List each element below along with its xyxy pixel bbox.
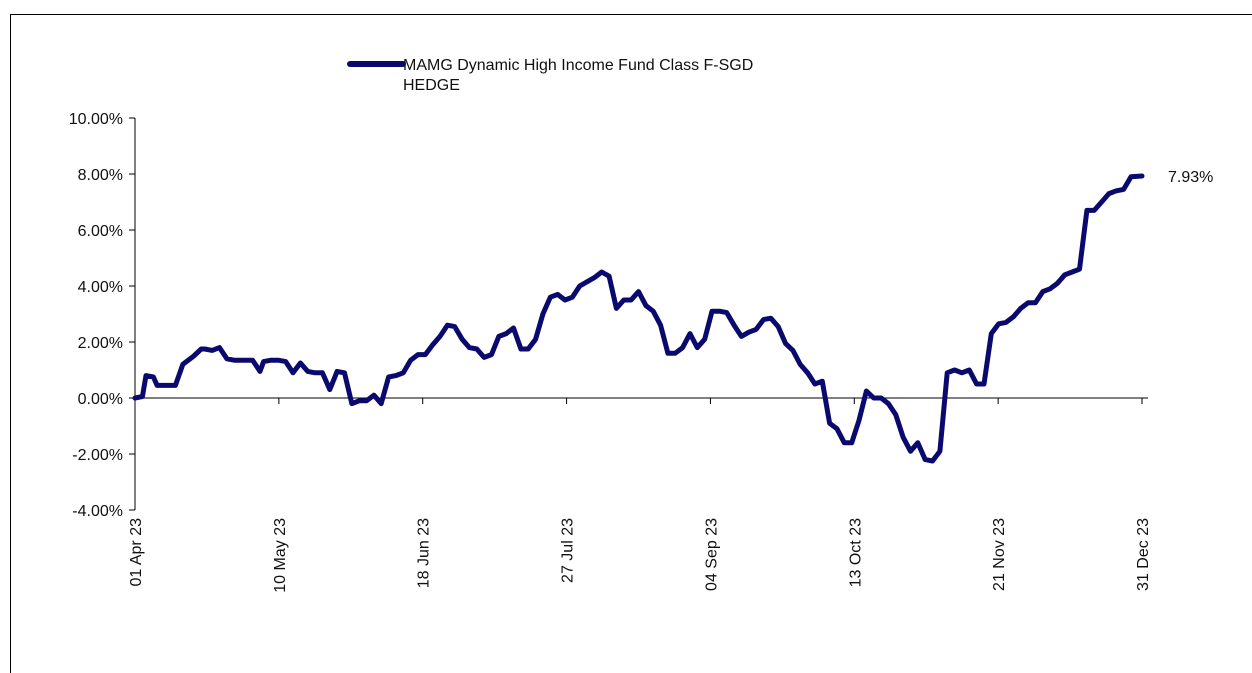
legend: MAMG Dynamic High Income Fund Class F-SG…: [347, 57, 753, 94]
y-tick-label: 6.00%: [78, 223, 123, 240]
chart-frame: [10, 14, 1252, 673]
series-line: [132, 173, 1145, 464]
y-tick-label: 8.00%: [78, 167, 123, 184]
y-tick-label: 4.00%: [78, 279, 123, 296]
x-tick-label: 10 May 23: [272, 518, 289, 593]
end-value-label: 7.93%: [1168, 169, 1213, 186]
series-group: [132, 173, 1145, 464]
y-tick-label: 0.00%: [78, 391, 123, 408]
x-tick-label: 27 Jul 23: [560, 518, 577, 583]
y-tick-label: 2.00%: [78, 335, 123, 352]
x-tick-label: 04 Sep 23: [703, 518, 720, 591]
legend-label-line-1: MAMG Dynamic High Income Fund Class F-SG…: [403, 57, 753, 74]
y-tick-label: 10.00%: [69, 111, 123, 128]
x-tick-label: 13 Oct 23: [847, 518, 864, 587]
y-tick-label: -4.00%: [72, 503, 123, 520]
x-tick-label: 01 Apr 23: [128, 518, 145, 587]
y-tick-label: -2.00%: [72, 447, 123, 464]
x-tick-label: 18 Jun 23: [416, 518, 433, 588]
x-axis: 01 Apr 23 10 May 23 18 Jun 23 27 Jul 23 04 S…: [128, 397, 1152, 593]
y-axis: 10.00% 8.00% 6.00% 4.00% 2.00% 0.00% -2.00% -4.…: [69, 111, 136, 520]
x-tick-label: 31 Dec 23: [1135, 518, 1152, 591]
legend-label-line-2: HEDGE: [403, 77, 460, 94]
x-tick-label: 21 Nov 23: [991, 518, 1008, 591]
